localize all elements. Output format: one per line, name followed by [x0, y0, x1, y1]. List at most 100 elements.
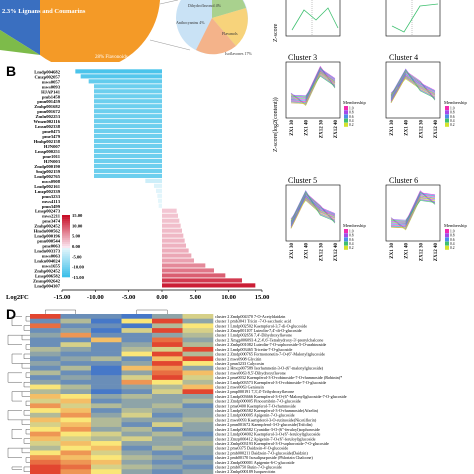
heatmap-cell	[91, 342, 122, 348]
heatmap-cell	[60, 351, 92, 357]
cluster-member-line	[390, 76, 436, 103]
bar	[162, 228, 182, 233]
heatmap-cell	[152, 323, 183, 329]
heatmap-cell	[152, 365, 183, 371]
heatmap-cell	[182, 422, 214, 428]
heatmap-cell	[182, 469, 214, 474]
bar-category-label: Zmmp002642	[33, 278, 61, 283]
heatmap-row-label: cluster 2 Zmdp000005 Pinocembrin-7-O-glu…	[215, 399, 301, 404]
bar	[94, 143, 162, 149]
heatmap-cell	[60, 431, 92, 437]
bar-category-label: Wmzn002116	[33, 119, 60, 124]
heatmap-cell	[121, 379, 153, 385]
membership-swatch	[344, 229, 348, 233]
pie-sub-slice-2	[212, 8, 248, 46]
membership-level-label: 0.4	[349, 242, 354, 246]
dendrogram-branch	[25, 372, 30, 378]
bar-category-label: Zmdp000190	[34, 164, 60, 169]
heatmap-cell	[30, 469, 61, 474]
heatmap-row-label: cluster 2 Hmcp007589 Isorhamnetin-3-O-(6…	[215, 366, 324, 371]
colorbar-segment	[62, 268, 70, 272]
heatmap-cell	[60, 436, 92, 442]
heatmap-cell	[121, 365, 153, 371]
heatmap-cell	[60, 417, 92, 423]
heatmap-cell	[60, 469, 92, 474]
heatmap-cell	[121, 398, 153, 404]
colorbar-segment	[62, 256, 70, 259]
dendrogram-branch	[11, 316, 22, 326]
colorbar-segment	[62, 250, 70, 253]
heatmap-row-label: cluster 2 Lmdp003573 Kaempferol-3-O-robi…	[215, 380, 326, 385]
cluster-member-line	[290, 195, 336, 226]
heatmap-cell	[91, 332, 122, 338]
bar	[162, 273, 226, 278]
cluster-member-line	[290, 65, 336, 99]
cluster-member-line	[290, 67, 336, 101]
pie-slice-other	[0, 30, 40, 55]
heatmap-cell	[60, 332, 92, 338]
heatmap-cell	[30, 459, 61, 465]
dendrogram-branch	[21, 419, 30, 425]
heatmap-cell	[91, 389, 122, 395]
membership-level-label: 0.8	[349, 111, 354, 115]
heatmap-cell	[121, 403, 153, 409]
cluster-member-line	[390, 196, 436, 229]
membership-swatch	[445, 229, 449, 233]
pie-panel: 2.3% Lignans and Coumarins 28% Flavonoid…	[0, 0, 252, 62]
heatmap-cell	[60, 394, 92, 400]
colorbar-segment	[62, 274, 70, 278]
heatmap-cell	[91, 408, 122, 414]
bar	[156, 188, 162, 193]
bar	[162, 223, 181, 228]
membership-level-label: 0.8	[349, 234, 354, 238]
bar-category-label: Lmsp006582	[35, 273, 61, 278]
heatmap-cell	[152, 422, 183, 428]
colorbar-segment	[62, 223, 70, 226]
heatmap-row-label: cluster 2 pme0032 Kaempferol-3-O-robinos…	[215, 375, 342, 380]
heatmap-cell	[121, 328, 153, 334]
bar	[162, 213, 178, 218]
heatmap-row-label: cluster 2 Lmdp004002 Kaempferol-3-O-(6''…	[215, 432, 320, 437]
x-tick-label: -15.00	[54, 294, 71, 301]
heatmap-cell	[60, 450, 92, 456]
heatmap-cell	[91, 356, 122, 362]
heatmap-cell	[91, 459, 122, 465]
cluster-member-line	[290, 68, 336, 102]
heatmap-cell	[182, 342, 214, 348]
heatmap-row-label: cluster 2 Lmdp006582 Kaempferol-3-O-rham…	[215, 408, 319, 413]
heatmap-cell	[152, 346, 183, 352]
cluster-x-tick-label: ZX12 30	[319, 120, 324, 139]
heatmap-cell	[182, 417, 214, 423]
heatmap-cell	[182, 332, 214, 338]
heatmap-cell	[182, 431, 214, 437]
heatmap-row-label: cluster 1 mws0063 8,5'-Dihydroxyflavone	[215, 370, 286, 376]
heatmap-cell	[30, 431, 61, 437]
heatmap-cell	[152, 417, 183, 423]
bar	[162, 258, 194, 263]
cluster-member-line	[390, 193, 436, 226]
heatmap-cell	[30, 351, 61, 357]
colorbar-segment	[62, 229, 70, 232]
heatmap-cell	[152, 441, 183, 447]
heatmap-cell	[121, 375, 153, 381]
membership-level-label: 0.2	[349, 123, 354, 127]
bar-category-label: mws2211	[42, 214, 61, 219]
x-tick-label: 10.00	[221, 294, 236, 301]
heatmap-cell	[30, 318, 61, 324]
heatmap-cell	[30, 450, 61, 456]
bar	[162, 268, 214, 273]
heatmap-cell	[91, 346, 122, 352]
bar	[94, 84, 162, 89]
colorbar-segment	[62, 252, 70, 255]
panel-letter-d: D	[6, 306, 17, 322]
bar-category-label: mws0908	[42, 179, 61, 184]
colorbar-segment	[62, 235, 70, 239]
membership-level-label: 0.4	[450, 242, 455, 246]
heatmap-cell	[60, 412, 92, 418]
heatmap-cell	[152, 351, 183, 357]
heatmap-row-label: cluster 2 Lmdp000005 Apigenin-7-O-glucos…	[215, 413, 295, 418]
membership-legend-left: Membership Membership	[343, 100, 366, 228]
dendrogram-branch	[21, 363, 30, 369]
bar	[94, 124, 162, 129]
heatmap-cell	[91, 398, 122, 404]
